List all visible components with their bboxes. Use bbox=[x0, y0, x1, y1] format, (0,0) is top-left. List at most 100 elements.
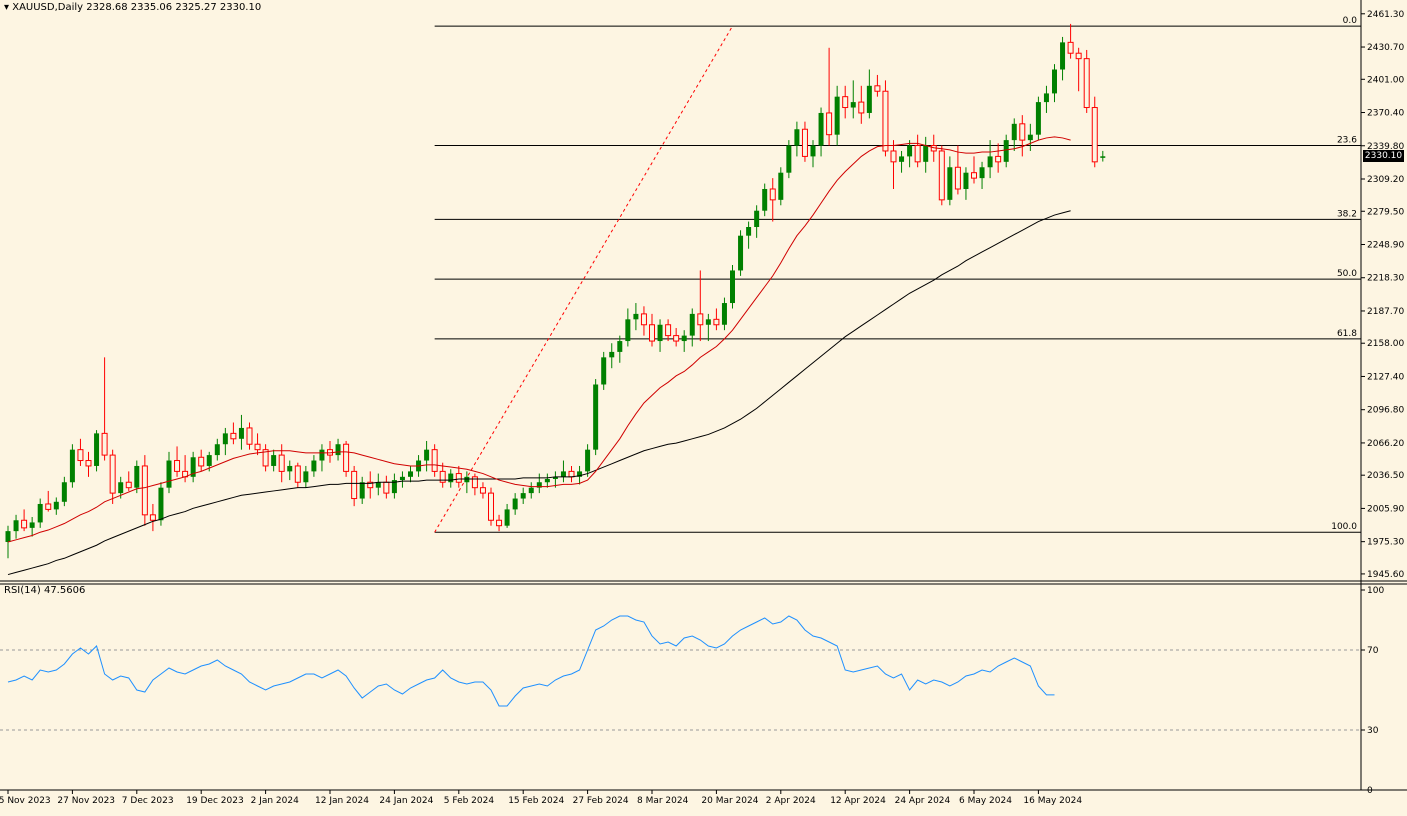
candle-body-bull bbox=[408, 471, 413, 477]
candle-body-bull bbox=[979, 167, 985, 179]
candle-body-bear bbox=[109, 454, 116, 494]
candle-body-bear bbox=[826, 112, 833, 136]
candle-body-bull bbox=[834, 96, 840, 135]
candle-body-bull bbox=[69, 449, 75, 483]
price-tick-label: 2401.00 bbox=[1367, 75, 1404, 85]
candle-body-bull bbox=[866, 85, 872, 113]
candle-body-bear bbox=[568, 470, 575, 478]
rsi-tick-label: 100 bbox=[1367, 586, 1384, 596]
price-tick-label: 2005.90 bbox=[1367, 504, 1404, 514]
time-tick-label: 24 Jan 2024 bbox=[379, 796, 433, 806]
price-tick-label: 2066.20 bbox=[1367, 439, 1404, 449]
current-price-tag: 2330.10 bbox=[1363, 150, 1404, 163]
time-tick-label: 24 Apr 2024 bbox=[895, 796, 951, 806]
candle-body-bull bbox=[601, 357, 607, 385]
candle-body-bear bbox=[101, 432, 108, 456]
fibo-level-label: 23.6 bbox=[1337, 136, 1357, 146]
candle-body-bull bbox=[552, 476, 558, 479]
candle-body-bull bbox=[778, 172, 784, 200]
time-tick-label: 15 Nov 2023 bbox=[0, 796, 51, 806]
candle-body-bear bbox=[198, 456, 205, 467]
candle-body-bull bbox=[375, 482, 381, 488]
candle-body-bull bbox=[13, 520, 19, 532]
candle-body-bear bbox=[125, 481, 132, 489]
rsi-header: RSI(14) 47.5606 bbox=[4, 585, 86, 596]
candle-body-bear bbox=[954, 166, 961, 190]
candle-body-bear bbox=[343, 443, 350, 472]
candle-body-bull bbox=[528, 487, 534, 494]
candle-body-bull bbox=[1060, 42, 1066, 70]
candle-body-bear bbox=[254, 443, 261, 451]
fibo-level-label: 38.2 bbox=[1337, 209, 1357, 219]
candle-body-bear bbox=[455, 473, 462, 483]
candle-body-bull bbox=[1011, 123, 1017, 141]
candle-body-bull bbox=[359, 482, 365, 499]
candle-body-bull bbox=[560, 471, 566, 477]
candle-body-bull bbox=[464, 476, 470, 483]
candle-body-bear bbox=[174, 460, 181, 472]
time-tick-label: 7 Dec 2023 bbox=[122, 796, 174, 806]
candle-body-bear bbox=[149, 514, 156, 521]
time-tick-label: 12 Apr 2024 bbox=[830, 796, 886, 806]
ma-fast-line bbox=[7, 136, 1071, 543]
chart-header: ▾ XAUUSD,Daily 2328.68 2335.06 2325.27 2… bbox=[4, 2, 261, 13]
time-tick-label: 8 Mar 2024 bbox=[637, 796, 689, 806]
price-tick-label: 2279.50 bbox=[1367, 207, 1404, 217]
candle-body-bull bbox=[633, 313, 639, 320]
candle-body-bear bbox=[938, 150, 945, 201]
candle-body-bull bbox=[448, 473, 454, 483]
candle-body-bear bbox=[471, 476, 478, 489]
price-tick-label: 2339.80 bbox=[1367, 142, 1404, 152]
candle-body-bull bbox=[947, 167, 953, 200]
candle-body-bull bbox=[222, 433, 228, 445]
candle-body-bull bbox=[794, 129, 800, 146]
fibo-trendline bbox=[434, 25, 733, 533]
fibo-level-label: 50.0 bbox=[1337, 269, 1357, 279]
time-tick-label: 20 Mar 2024 bbox=[701, 796, 758, 806]
candle-body-bull bbox=[657, 324, 663, 342]
candle-body-bull bbox=[5, 531, 11, 542]
candle-body-bull bbox=[504, 509, 510, 526]
candle-body-bull bbox=[577, 471, 583, 477]
candle-body-bull bbox=[37, 503, 43, 523]
candle-body-bull bbox=[754, 210, 760, 228]
candle-body-bear bbox=[971, 172, 977, 179]
ma-slow-line bbox=[7, 210, 1071, 576]
candle-body-bull bbox=[810, 145, 816, 157]
candle-body-bull bbox=[721, 303, 727, 325]
candle-body-bear bbox=[496, 519, 503, 527]
candle-body-bear bbox=[882, 90, 889, 152]
candle-body-bull bbox=[1100, 156, 1106, 158]
time-tick-label: 19 Dec 2023 bbox=[186, 796, 244, 806]
rsi-tick-label: 30 bbox=[1367, 726, 1379, 736]
candle-body-bull bbox=[311, 460, 317, 472]
candle-body-bear bbox=[77, 449, 84, 462]
candle-body-bear bbox=[367, 481, 374, 489]
candle-body-bear bbox=[858, 101, 865, 114]
candle-body-bear bbox=[1083, 58, 1090, 109]
candle-body-bear bbox=[713, 318, 720, 326]
candle-body-bull bbox=[923, 145, 929, 162]
candle-body-bull bbox=[238, 427, 244, 439]
symbol-label: XAUUSD,Daily bbox=[12, 2, 84, 13]
candle-body-bull bbox=[287, 465, 293, 472]
candle-body-bull bbox=[818, 112, 824, 146]
candle-body-bear bbox=[874, 85, 881, 92]
moving-averages-layer bbox=[7, 136, 1071, 576]
candle-body-bear bbox=[230, 432, 237, 440]
header-arrow-icon[interactable]: ▾ bbox=[4, 2, 10, 13]
time-tick-label: 12 Jan 2024 bbox=[315, 796, 369, 806]
fibo-level-label: 100.0 bbox=[1331, 522, 1357, 532]
candle-body-bear bbox=[801, 128, 808, 157]
candle-body-bear bbox=[914, 145, 921, 163]
candle-body-bull bbox=[987, 156, 993, 168]
candle-body-bull bbox=[271, 455, 277, 466]
price-tick-label: 2461.30 bbox=[1367, 10, 1404, 20]
rsi-tick-label: 70 bbox=[1367, 646, 1379, 656]
price-tick-label: 2370.40 bbox=[1367, 109, 1404, 119]
candle-body-bull bbox=[730, 270, 735, 304]
candle-body-bull bbox=[585, 449, 591, 472]
price-tick-label: 2248.90 bbox=[1367, 240, 1404, 250]
